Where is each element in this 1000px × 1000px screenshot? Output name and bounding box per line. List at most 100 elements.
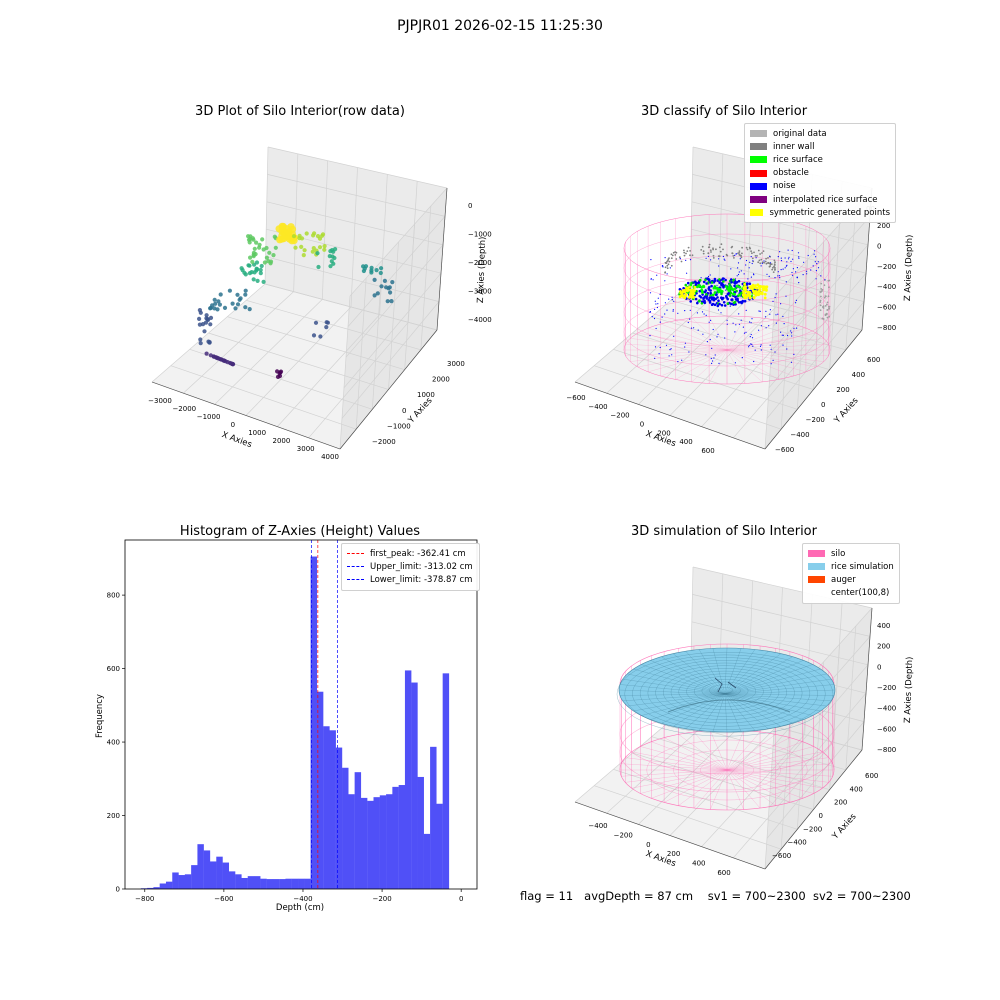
x-tick: 200	[667, 850, 680, 858]
rice-surface-point	[740, 301, 743, 305]
legend-item: silo	[808, 547, 894, 560]
noise-point	[709, 338, 711, 341]
inner-wall-point	[763, 261, 765, 264]
x-tick-label: −800	[135, 895, 154, 903]
noise-point	[668, 355, 670, 357]
legend-item: center(100,8)	[808, 587, 894, 600]
inner-wall-point	[770, 263, 773, 265]
data-point	[258, 267, 263, 273]
rice-surface-point	[702, 284, 705, 288]
silo-spoke	[726, 316, 746, 351]
symmetric-point	[689, 294, 693, 298]
x-tick-label: 0	[459, 895, 463, 903]
surface-mesh-spoke	[641, 693, 726, 716]
surface-depression-shade	[667, 699, 791, 713]
data-point	[212, 297, 217, 302]
inner-wall-point	[753, 251, 755, 254]
p3-ylabel: Frequency	[95, 694, 105, 738]
noise-point	[718, 258, 720, 260]
noise-point	[745, 331, 747, 333]
x-tick: −400	[588, 403, 607, 411]
noise-point	[820, 275, 822, 277]
noise-point	[812, 265, 814, 267]
histogram-bar	[335, 747, 343, 889]
symmetric-point	[748, 296, 752, 300]
panel1-title: 3D Plot of Silo Interior(row data)	[195, 104, 405, 119]
gridline	[768, 692, 867, 809]
data-point	[304, 231, 309, 236]
histogram-bar	[430, 746, 437, 889]
surface-mesh-spoke	[633, 668, 726, 695]
data-point	[375, 291, 380, 296]
rice-surface-point	[737, 301, 741, 304]
original-data-point	[824, 313, 827, 316]
y-tick: 400	[852, 371, 865, 379]
data-point	[202, 329, 207, 334]
y-tick: −600	[775, 446, 794, 454]
noise-point	[768, 275, 770, 277]
symmetric-point	[758, 289, 761, 293]
surface-mesh-spoke	[661, 693, 726, 724]
noise-point	[717, 309, 720, 311]
data-point	[197, 316, 202, 321]
noise-point	[664, 257, 666, 259]
silo-spoke	[625, 343, 728, 351]
panel2-title: 3D classify of Silo Interior	[640, 104, 808, 119]
histogram-bar	[354, 772, 362, 889]
noise-point	[758, 329, 760, 331]
noise-point	[736, 275, 738, 277]
histogram-bar	[285, 878, 292, 889]
inner-wall-point	[666, 267, 669, 270]
inner-wall-point	[720, 243, 723, 246]
histogram-bar	[323, 726, 330, 889]
noise-point	[669, 349, 671, 351]
noise-point	[805, 270, 808, 272]
noise-point	[729, 305, 731, 307]
noise-point	[664, 313, 666, 315]
noise-point	[702, 333, 704, 335]
data-point	[230, 362, 235, 367]
noise-point	[712, 360, 714, 362]
histogram-bar	[367, 800, 374, 889]
data-point	[227, 288, 232, 293]
z-tick: 0	[468, 202, 472, 210]
noise-point	[817, 261, 819, 263]
inner-wall-point	[672, 251, 675, 254]
inner-wall-point	[765, 257, 767, 260]
data-point	[235, 302, 241, 307]
noise-point	[758, 310, 760, 312]
symmetric-point	[743, 293, 747, 297]
noise-point	[717, 333, 719, 335]
rice-surface-point	[694, 297, 698, 301]
original-data-point	[819, 309, 822, 312]
surface-mesh-spoke	[685, 651, 726, 695]
noise-point	[669, 267, 671, 269]
noise-point	[785, 265, 787, 267]
noise-point	[649, 335, 651, 337]
surface-mesh-spoke	[724, 693, 835, 696]
histogram-bar	[172, 872, 179, 889]
noise-point	[735, 324, 737, 326]
inner-wall-point	[664, 262, 667, 264]
noise-point	[815, 278, 817, 280]
noise-point	[752, 260, 754, 262]
surface-mesh-ring	[639, 660, 811, 727]
noise-point	[661, 316, 663, 318]
legend-item: original data	[750, 127, 890, 140]
original-data-point	[822, 305, 825, 308]
histogram-bar	[411, 682, 418, 889]
legend-line-swatch	[347, 566, 364, 568]
noise-point	[722, 255, 724, 258]
silo-spoke	[648, 349, 728, 372]
gridline	[832, 601, 843, 743]
x-axis-line	[574, 801, 766, 870]
noise-point	[749, 336, 751, 338]
inner-wall-point	[773, 264, 776, 266]
rice-surface-point	[724, 278, 727, 282]
x-tick: 4000	[321, 453, 339, 461]
noise-point	[742, 326, 744, 328]
histogram-bar	[203, 850, 211, 889]
legend-item: Lower_limit: -378.87 cm	[347, 573, 474, 586]
histogram-bar	[197, 844, 204, 889]
x-axis-line	[574, 381, 766, 450]
